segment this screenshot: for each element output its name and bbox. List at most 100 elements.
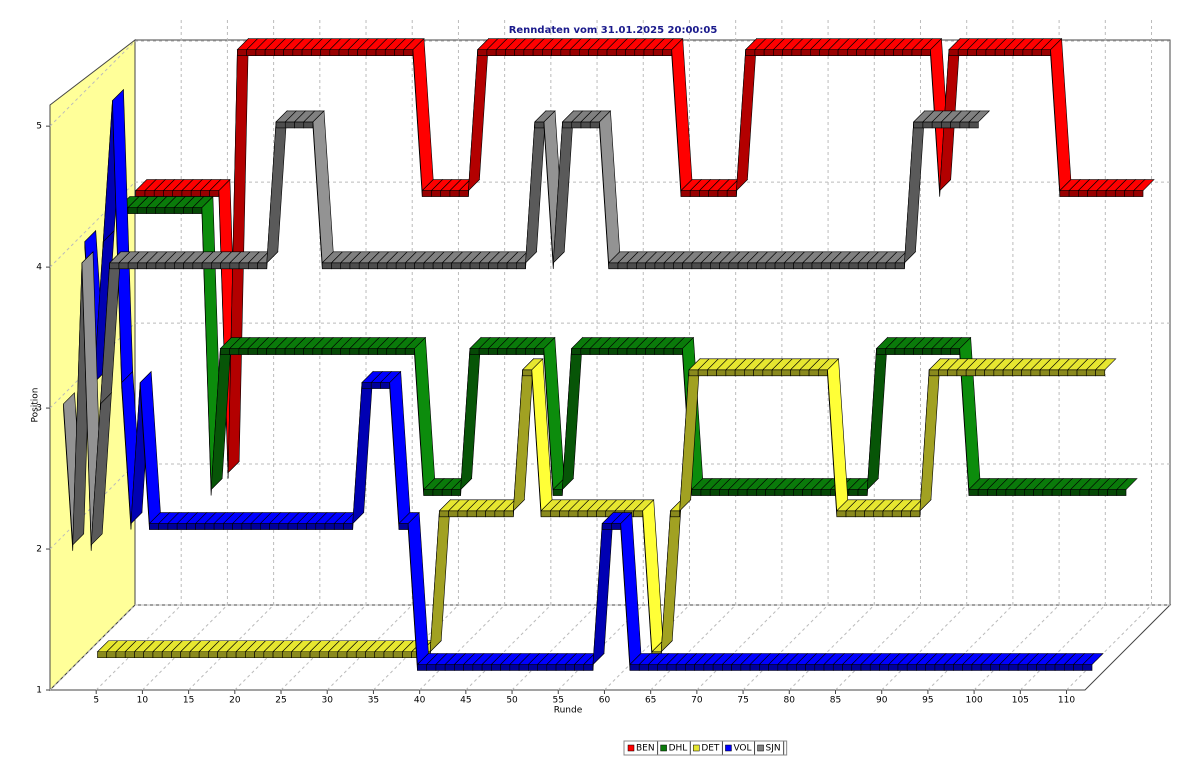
ribbon-face — [648, 664, 658, 671]
ribbon-face — [522, 369, 533, 377]
ribbon-face — [699, 190, 709, 197]
ribbon-face — [367, 348, 378, 355]
ribbon-face — [330, 348, 341, 355]
ribbon-face — [97, 651, 108, 659]
ribbon-face — [885, 262, 896, 270]
ribbon-face — [1004, 49, 1014, 56]
ribbon-face — [375, 49, 386, 56]
ribbon-face — [292, 49, 303, 56]
ribbon-face — [805, 664, 816, 671]
ribbon-face — [865, 49, 876, 56]
ribbon-face — [1031, 49, 1042, 56]
ribbon-face — [796, 664, 806, 671]
ribbon-face — [869, 664, 880, 671]
ribbon-face — [906, 664, 917, 671]
ribbon-face — [793, 262, 804, 270]
ribbon-face — [1061, 489, 1071, 496]
ribbon-face — [940, 348, 951, 355]
ribbon-face — [534, 121, 545, 129]
ribbon-face — [793, 489, 803, 496]
ribbon-face — [534, 348, 545, 355]
ribbon-face — [368, 262, 378, 270]
ribbon-face — [1095, 369, 1106, 377]
ribbon-face — [432, 489, 443, 496]
ribbon-face — [773, 49, 783, 56]
ribbon-face — [645, 348, 656, 355]
ribbon-face — [431, 190, 441, 197]
ribbon-face — [192, 207, 203, 214]
ribbon-face — [1116, 489, 1127, 496]
ribbon-face — [444, 664, 455, 671]
ribbon-face — [349, 348, 360, 355]
grid-line — [742, 604, 829, 691]
ribbon-face — [845, 510, 856, 518]
ribbon-face — [990, 664, 1000, 671]
x-tick-label: 15 — [183, 696, 194, 706]
grid-line — [49, 40, 136, 127]
ribbon-face — [629, 664, 640, 671]
ribbon-face — [754, 49, 765, 56]
ribbon-face — [506, 348, 517, 355]
ribbon-face — [601, 523, 612, 530]
legend: BEN DHL DET VOL SJN — [623, 740, 788, 756]
ribbon-face — [488, 348, 498, 355]
x-axis-label: Runde — [554, 706, 583, 716]
ribbon-top — [1116, 478, 1138, 490]
ribbon-face — [238, 348, 249, 355]
ribbon-face — [250, 523, 261, 530]
x-tick-label: 45 — [460, 696, 471, 706]
y-tick-label: 5 — [36, 122, 42, 132]
ribbon-face — [320, 49, 331, 56]
ribbon-face — [301, 49, 312, 56]
ribbon-face — [791, 49, 802, 56]
ribbon-face — [746, 489, 757, 496]
grid-line — [696, 604, 783, 691]
ribbon-face — [300, 651, 311, 659]
ribbon-face — [146, 262, 157, 270]
ribbon-face — [135, 190, 146, 197]
ribbon-face — [985, 49, 996, 56]
legend-label: DHL — [669, 744, 688, 754]
ribbon-face — [1058, 369, 1069, 377]
ribbon-face — [1014, 489, 1025, 496]
x-tick-label: 10 — [137, 696, 149, 706]
ribbon-face — [532, 49, 543, 56]
ribbon-face — [857, 489, 868, 496]
legend-swatch — [627, 744, 635, 752]
ribbon-face — [666, 664, 677, 671]
ribbon-face — [306, 523, 317, 530]
ribbon-face — [608, 348, 619, 355]
ribbon-face — [774, 489, 785, 496]
ribbon-face — [680, 190, 691, 197]
ribbon-face — [579, 49, 589, 56]
ribbon-face — [180, 651, 191, 659]
ribbon-face — [198, 651, 209, 659]
ribbon-face — [232, 523, 243, 530]
ribbon-face — [383, 651, 394, 659]
ribbon-face — [229, 262, 240, 270]
ribbon-face — [987, 489, 997, 496]
ribbon-face — [1030, 369, 1041, 377]
ribbon-top — [968, 110, 991, 123]
ribbon-face — [220, 262, 231, 270]
legend-label: VOL — [733, 744, 751, 754]
grid-line — [788, 604, 875, 691]
ribbon-face — [879, 664, 890, 671]
ribbon-face — [953, 664, 963, 671]
ribbon-face — [200, 190, 210, 197]
ribbon-face — [183, 207, 193, 214]
ribbon-face — [1059, 190, 1070, 197]
ribbon-face — [994, 49, 1005, 56]
x-tick-label: 60 — [599, 696, 611, 706]
ribbon-face — [386, 348, 397, 355]
ribbon-face — [395, 262, 406, 270]
ribbon-face — [652, 49, 663, 56]
ribbon-face — [1070, 489, 1081, 496]
ribbon-face — [675, 664, 686, 671]
ribbon-face — [710, 262, 720, 270]
ribbon-face — [392, 651, 403, 659]
ribbon-face — [860, 664, 871, 671]
x-tick-label: 55 — [553, 696, 564, 706]
ribbon-face — [495, 49, 506, 56]
